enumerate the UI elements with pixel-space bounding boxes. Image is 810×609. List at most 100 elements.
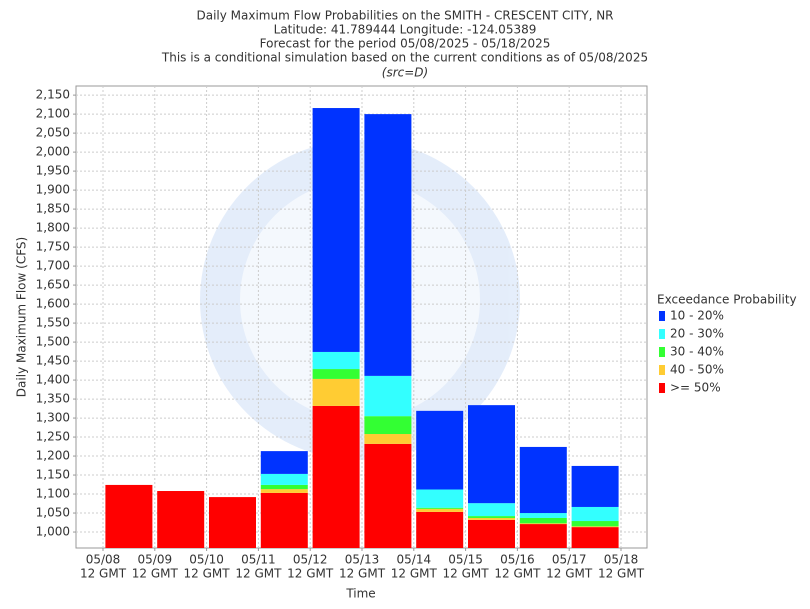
- bar-segment: [571, 526, 619, 528]
- chart-title: Daily Maximum Flow Probabilities on the …: [196, 9, 613, 23]
- y-tick-label: 1,450: [36, 354, 70, 368]
- x-tick-label: 05/13: [345, 553, 380, 567]
- x-tick-label: 05/09: [138, 553, 173, 567]
- bar-segment: [260, 492, 308, 548]
- y-tick-label: 1,950: [36, 164, 70, 178]
- x-tick-label: 05/18: [604, 553, 639, 567]
- bar-segment: [468, 516, 515, 518]
- x-tick-label: 12 GMT: [235, 567, 282, 581]
- bar-segment: [260, 473, 308, 485]
- x-tick-label: 12 GMT: [80, 567, 127, 581]
- y-tick-label: 1,400: [36, 373, 70, 387]
- bar-segment: [260, 451, 308, 474]
- x-axis-label: Time: [345, 587, 375, 601]
- bar-segment: [519, 523, 567, 525]
- y-tick-label: 1,100: [36, 487, 70, 501]
- y-tick-label: 1,850: [36, 202, 70, 216]
- bar-segment: [416, 511, 464, 548]
- legend-label: 40 - 50%: [670, 363, 724, 377]
- bar-segment: [312, 405, 360, 548]
- y-tick-label: 1,550: [36, 316, 70, 330]
- bar-segment: [260, 489, 308, 493]
- bar-segment: [364, 434, 412, 444]
- x-tick-label: 12 GMT: [132, 567, 179, 581]
- x-tick-label: 12 GMT: [391, 567, 438, 581]
- bar-segment: [468, 519, 515, 548]
- legend-swatch: [659, 347, 665, 357]
- x-tick-label: 05/15: [448, 553, 483, 567]
- x-tick-label: 05/12: [293, 553, 328, 567]
- bar-segment: [416, 507, 464, 509]
- bar-segment: [312, 369, 360, 379]
- chart-title: This is a conditional simulation based o…: [161, 51, 648, 65]
- bar-segment: [157, 491, 205, 548]
- bar-segment: [571, 506, 619, 522]
- legend-swatch: [659, 365, 665, 375]
- x-tick-label: 05/16: [500, 553, 535, 567]
- x-tick-label: 12 GMT: [598, 567, 645, 581]
- legend-swatch: [659, 311, 665, 321]
- bar-segment: [468, 517, 515, 520]
- bar-segment: [571, 465, 619, 507]
- x-tick-label: 05/14: [397, 553, 432, 567]
- chart-title: Latitude: 41.789444 Longitude: -124.0538…: [274, 23, 537, 37]
- chart-title: Forecast for the period 05/08/2025 - 05/…: [260, 37, 551, 51]
- legend-label: 10 - 20%: [670, 309, 724, 323]
- legend-label: 30 - 40%: [670, 345, 724, 359]
- legend-swatch: [659, 383, 665, 393]
- x-tick-label: 05/11: [241, 553, 276, 567]
- x-tick-label: 12 GMT: [546, 567, 593, 581]
- bar-segment: [571, 527, 619, 548]
- y-tick-label: 2,150: [36, 88, 70, 102]
- bar-segment: [416, 489, 464, 508]
- y-tick-label: 1,350: [36, 392, 70, 406]
- y-tick-label: 2,100: [36, 107, 70, 121]
- bar-segment: [105, 484, 153, 548]
- x-tick-label: 05/17: [552, 553, 587, 567]
- bar-segment: [416, 508, 464, 512]
- bar-segment: [519, 524, 567, 548]
- chart-subtitle: (src=D): [382, 66, 428, 80]
- bar-segment: [209, 497, 256, 548]
- y-tick-label: 2,050: [36, 126, 70, 140]
- bar-segment: [468, 503, 515, 517]
- bar-segment: [312, 351, 360, 370]
- y-tick-label: 1,000: [36, 525, 70, 539]
- x-tick-label: 12 GMT: [443, 567, 490, 581]
- bar-segment: [364, 114, 412, 376]
- y-tick-label: 1,200: [36, 449, 70, 463]
- y-tick-label: 1,500: [36, 335, 70, 349]
- bar-segment: [364, 416, 412, 435]
- bar-segment: [260, 484, 308, 490]
- bar-segment: [312, 108, 360, 352]
- legend-swatch: [659, 329, 665, 339]
- y-tick-label: 1,050: [36, 506, 70, 520]
- bar-segment: [312, 378, 360, 406]
- legend-label: >= 50%: [670, 381, 721, 395]
- x-tick-label: 12 GMT: [287, 567, 334, 581]
- bar-segment: [364, 375, 412, 417]
- y-tick-label: 1,800: [36, 221, 70, 235]
- y-tick-label: 2,000: [36, 145, 70, 159]
- y-tick-label: 1,300: [36, 411, 70, 425]
- y-tick-label: 1,600: [36, 297, 70, 311]
- y-tick-label: 1,250: [36, 430, 70, 444]
- bar-segment: [519, 513, 567, 518]
- legend-title: Exceedance Probability: [657, 293, 797, 307]
- x-tick-label: 05/10: [189, 553, 224, 567]
- bar-segment: [519, 446, 567, 514]
- y-tick-label: 1,750: [36, 240, 70, 254]
- bar-segment: [571, 521, 619, 527]
- bar-segment: [364, 443, 412, 548]
- bar-segment: [519, 517, 567, 524]
- bar-segment: [468, 405, 515, 504]
- y-tick-label: 1,150: [36, 468, 70, 482]
- y-tick-label: 1,700: [36, 259, 70, 273]
- legend-label: 20 - 30%: [670, 327, 724, 341]
- y-tick-label: 1,900: [36, 183, 70, 197]
- y-axis-label: Daily Maximum Flow (CFS): [15, 237, 29, 397]
- x-tick-label: 12 GMT: [494, 567, 541, 581]
- x-tick-label: 12 GMT: [184, 567, 231, 581]
- y-tick-label: 1,650: [36, 278, 70, 292]
